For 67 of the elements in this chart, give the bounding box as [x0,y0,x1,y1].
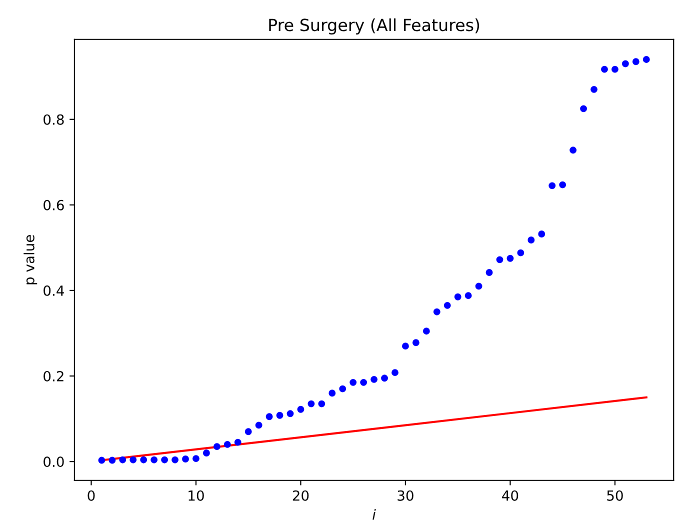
point [402,342,409,350]
point [538,230,546,238]
point [297,406,304,413]
point [517,249,524,256]
point [464,292,472,300]
x-tick-label: 40 [502,490,518,501]
point [444,302,451,309]
point [140,456,148,464]
point [381,374,388,382]
point [266,413,273,420]
chart-title: Pre Surgery (All Features) [269,18,480,35]
point [528,236,535,244]
point [496,256,504,264]
point [98,456,106,464]
point [433,308,440,316]
x-axis-title: i [372,509,376,520]
point [130,456,137,464]
point [213,443,220,450]
point [570,146,577,154]
point [350,378,357,386]
y-tick-label: 0.0 [44,456,64,468]
point [202,450,210,456]
point [119,456,126,464]
point [328,390,336,397]
point [339,385,346,392]
point [182,456,189,462]
y-tick-label: 0.6 [44,200,64,210]
point [559,181,566,188]
point [632,58,640,66]
point [192,455,200,462]
point [642,56,650,63]
point [580,105,588,112]
point [161,456,168,464]
point [234,438,242,446]
point [244,428,252,436]
point [276,412,284,419]
point [454,293,462,300]
y-axis-title: p value [24,235,38,284]
x-tick-label: 10 [188,490,204,501]
point [370,376,378,383]
point [150,456,158,464]
point [548,182,556,190]
point [486,269,493,276]
point [590,86,598,93]
point [255,422,262,429]
point [172,456,178,464]
point [611,66,618,73]
point [412,339,420,346]
point [475,282,482,290]
point [286,410,294,418]
y-tick-label: 0.4 [44,285,64,296]
y-tick-label: 0.8 [44,114,64,125]
point [308,400,315,408]
point [601,66,608,73]
point [108,456,116,464]
x-tick-label: 30 [398,490,414,501]
y-tick-label: 0.2 [44,370,64,382]
point [422,328,430,335]
point [360,378,368,386]
point [224,440,231,448]
x-tick-label: 50 [607,490,623,501]
x-tick-label: 0 [88,490,95,501]
point [622,60,629,68]
point [392,369,398,376]
point [506,254,514,262]
x-tick-label: 20 [292,490,309,501]
point [318,400,326,408]
